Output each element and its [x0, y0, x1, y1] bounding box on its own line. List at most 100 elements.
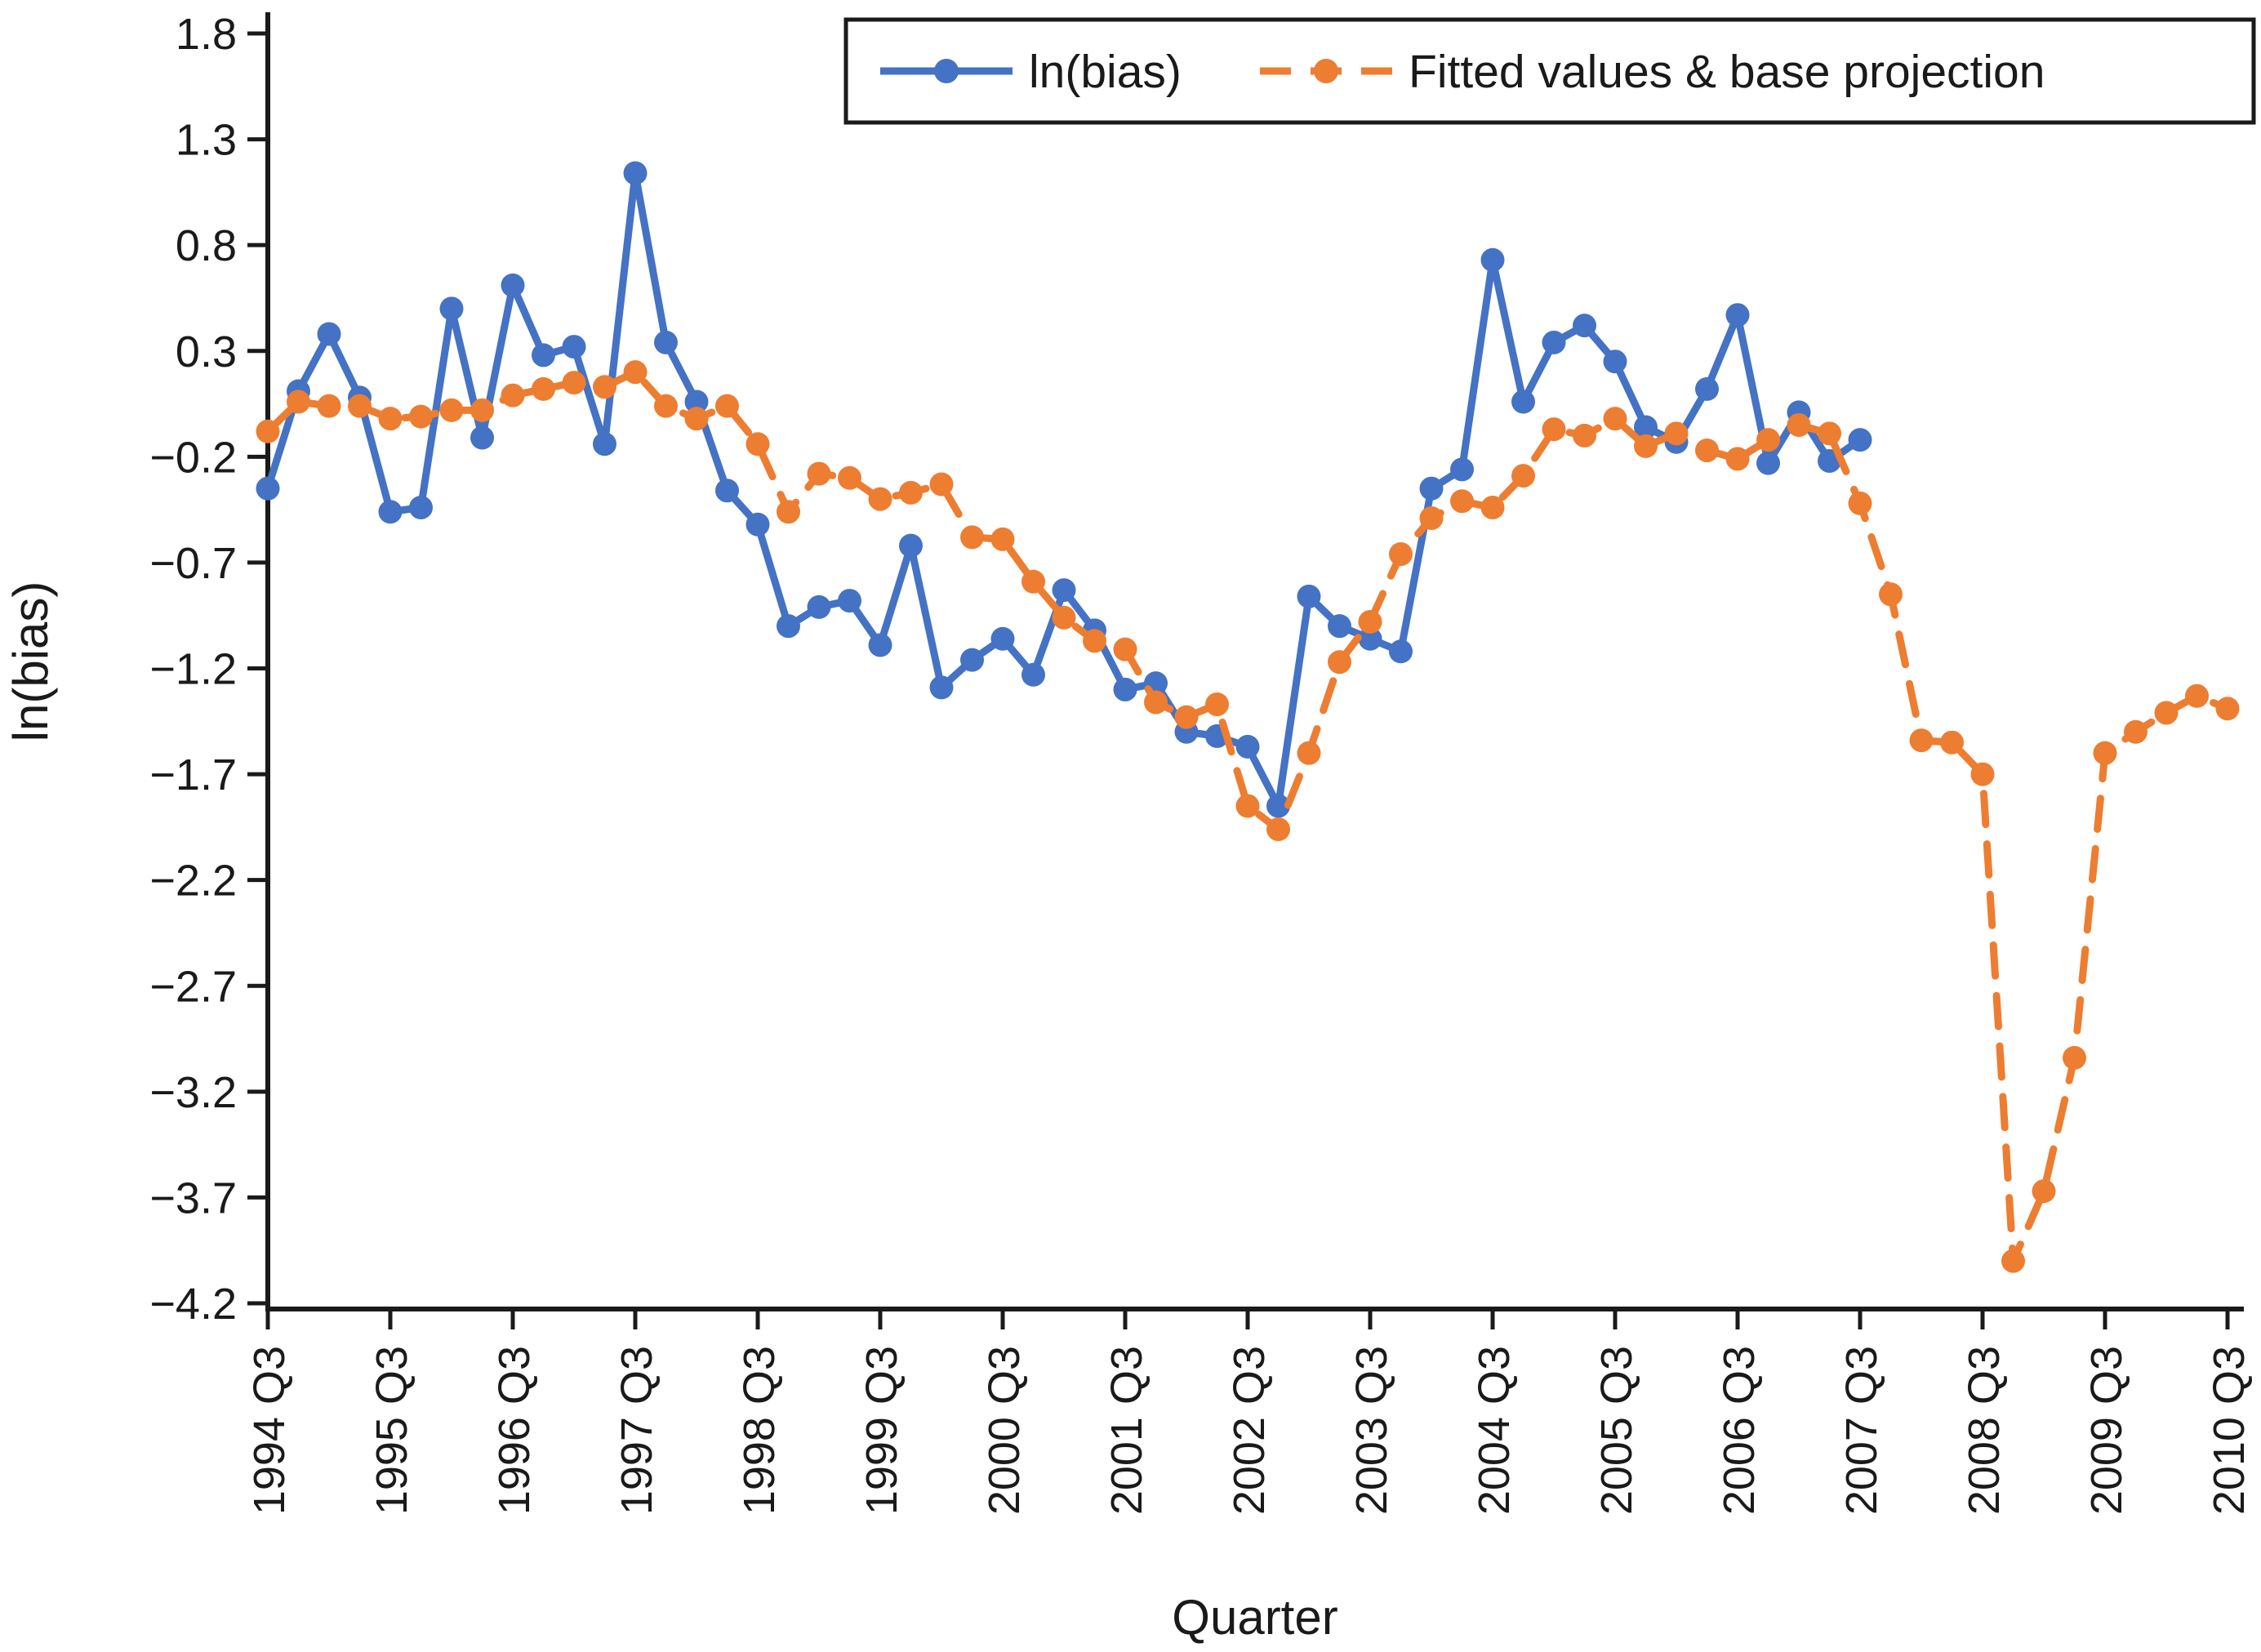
y-tick-label: −3.2 — [149, 1068, 237, 1117]
data-point-marker — [1725, 447, 1750, 471]
data-point-marker — [1695, 439, 1719, 463]
data-point-marker — [684, 390, 709, 414]
data-point-marker — [1297, 741, 1321, 765]
data-point-marker — [1205, 692, 1229, 717]
y-tick-label: 0.3 — [176, 327, 237, 376]
data-point-marker — [1848, 491, 1872, 515]
data-point-marker — [501, 383, 525, 407]
data-point-marker — [470, 398, 494, 422]
data-point-marker — [1756, 451, 1780, 475]
data-point-marker — [1480, 496, 1505, 520]
x-tick-label: 2000 Q3 — [980, 1346, 1029, 1515]
data-point-marker — [2154, 701, 2179, 725]
data-point-marker — [2093, 741, 2117, 765]
data-point-marker — [1419, 505, 1444, 530]
x-tick-label: 1995 Q3 — [367, 1346, 416, 1515]
y-tick-label: 0.8 — [176, 221, 237, 270]
data-point-marker — [623, 360, 648, 385]
data-point-marker — [868, 633, 892, 657]
data-point-marker — [899, 533, 923, 558]
data-point-marker — [1909, 728, 1934, 753]
data-point-marker — [1695, 376, 1719, 401]
data-point-marker — [654, 330, 678, 354]
y-tick-label: −3.7 — [149, 1173, 237, 1222]
data-point-marker — [654, 394, 678, 418]
x-tick-label: 1998 Q3 — [735, 1346, 784, 1515]
data-point-marker — [1970, 762, 1995, 786]
data-point-marker — [990, 527, 1015, 551]
data-point-marker — [256, 476, 280, 501]
data-point-marker — [929, 675, 954, 700]
data-point-marker — [317, 394, 341, 418]
x-tick-label: 1994 Q3 — [245, 1346, 294, 1515]
legend-swatch-marker-icon — [1314, 59, 1338, 83]
data-point-marker — [1940, 730, 1964, 755]
data-point-marker — [1542, 417, 1566, 442]
legend-entry-ln-bias: ln(bias) — [880, 46, 1182, 98]
data-point-marker — [562, 335, 586, 359]
x-tick-label: 2006 Q3 — [1715, 1346, 1764, 1515]
data-point-marker — [715, 394, 739, 418]
data-point-marker — [1235, 794, 1260, 818]
data-point-marker — [1603, 350, 1627, 374]
data-point-marker — [1542, 330, 1566, 354]
data-point-marker — [1511, 464, 1535, 488]
y-tick-label: −1.2 — [149, 645, 237, 694]
data-point-marker — [2185, 684, 2209, 708]
data-point-marker — [1113, 637, 1137, 661]
x-tick-label: 2009 Q3 — [2082, 1346, 2131, 1515]
x-tick-label: 2010 Q3 — [2205, 1346, 2254, 1515]
data-point-marker — [838, 589, 861, 613]
data-point-marker — [593, 375, 616, 399]
y-tick-label: 1.3 — [176, 116, 237, 165]
legend-label-fitted: Fitted values & base projection — [1409, 46, 2045, 98]
data-point-marker — [1664, 421, 1689, 446]
legend-swatch-marker-icon — [934, 59, 959, 83]
x-tick-label: 2002 Q3 — [1225, 1346, 1274, 1515]
data-point-marker — [1144, 690, 1168, 715]
legend-entry-fitted: Fitted values & base projection — [1260, 46, 2045, 98]
data-point-marker — [532, 376, 555, 401]
y-tick-label: −0.2 — [149, 433, 237, 482]
data-point-marker — [1634, 434, 1658, 458]
data-point-marker — [1787, 412, 1811, 437]
data-point-marker — [593, 432, 616, 456]
x-tick-label: 1996 Q3 — [490, 1346, 539, 1515]
x-tick-label: 2004 Q3 — [1470, 1346, 1519, 1515]
data-point-marker — [777, 500, 800, 524]
data-point-marker — [1052, 605, 1076, 630]
plot-area: 1.8 1.3 0.8 0.3 −0.2 −0.7 −1.2 −1.7 −2.2 −2.7 −3.2… — [149, 10, 2254, 1515]
data-point-marker — [1021, 662, 1045, 687]
series-line-ln-bias — [264, 169, 1864, 810]
data-point-marker — [348, 394, 372, 418]
data-point-marker — [1113, 677, 1137, 701]
data-point-marker — [409, 496, 433, 520]
x-tick-label: 2005 Q3 — [1592, 1346, 1641, 1515]
data-point-marker — [1879, 582, 1903, 607]
data-point-marker — [1480, 247, 1505, 272]
data-point-marker — [439, 296, 464, 321]
data-point-marker — [2124, 719, 2148, 744]
y-tick-label: −1.7 — [149, 750, 237, 799]
data-point-marker — [1573, 314, 1596, 338]
series-line-fitted — [264, 368, 2232, 1265]
data-point-marker — [1450, 457, 1474, 482]
data-point-marker — [1358, 626, 1382, 651]
data-point-marker — [623, 161, 648, 185]
data-point-marker — [838, 465, 861, 490]
data-point-marker — [1634, 415, 1658, 439]
x-tick-label: 2007 Q3 — [1837, 1346, 1886, 1515]
data-point-marker — [1389, 542, 1413, 567]
data-point-marker — [960, 648, 984, 672]
data-point-marker — [1235, 734, 1260, 759]
data-point-marker — [1756, 428, 1780, 452]
data-point-marker — [2215, 697, 2240, 721]
data-point-marker — [1725, 303, 1750, 327]
data-point-marker — [715, 479, 739, 503]
data-point-marker — [1848, 428, 1872, 452]
legend: ln(bias) Fitted values & base projection — [843, 17, 2256, 125]
legend-box — [843, 17, 2256, 125]
x-tick-label: 1999 Q3 — [857, 1346, 906, 1515]
y-tick-label: −2.7 — [149, 962, 237, 1011]
